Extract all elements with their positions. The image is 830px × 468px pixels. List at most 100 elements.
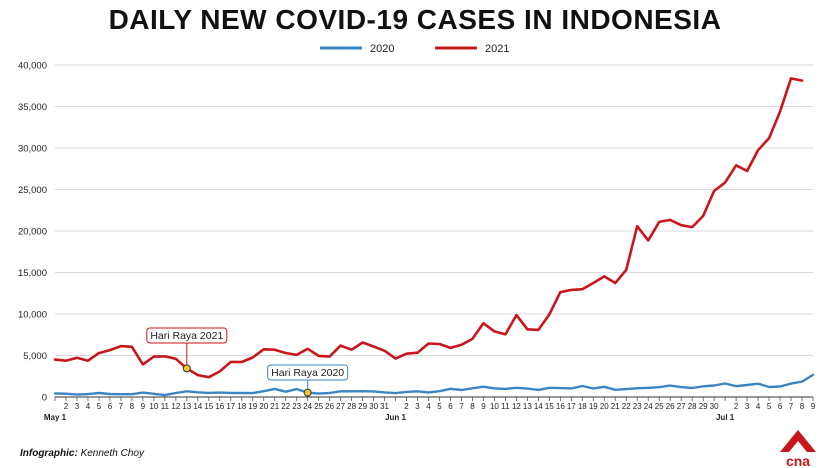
x-tick-label: 9 <box>481 402 486 411</box>
y-tick-label: 35,000 <box>18 102 47 113</box>
credit-line: Infographic: Kenneth Choy <box>20 448 144 459</box>
annotations: Hari Raya 2021 Hari Raya 2020 <box>146 327 349 397</box>
grid-lines <box>55 64 813 356</box>
x-tick-label: 13 <box>523 402 532 411</box>
x-tick-label: 8 <box>130 402 135 411</box>
x-tick-label: 15 <box>545 402 554 411</box>
x-tick-label: 5 <box>97 402 102 411</box>
credit-name: Kenneth Choy <box>80 448 144 459</box>
x-tick-label: 27 <box>677 402 686 411</box>
x-tick-label: 11 <box>161 402 170 411</box>
x-month-label: Jun 1 <box>385 413 406 422</box>
x-tick-label: 4 <box>426 402 431 411</box>
cna-logo-mark <box>780 430 816 452</box>
x-tick-label: 5 <box>767 402 772 411</box>
x-tick-label: 6 <box>778 402 783 411</box>
cna-logo: cna <box>780 430 816 468</box>
annotation-marker <box>303 388 312 397</box>
x-tick-label: 23 <box>633 402 642 411</box>
x-tick-label: 23 <box>292 402 301 411</box>
x-tick-label: 29 <box>699 402 708 411</box>
y-tick-label: 30,000 <box>18 144 47 155</box>
x-tick-label: 12 <box>512 402 521 411</box>
x-tick-label: 30 <box>710 402 719 411</box>
x-tick-label: 18 <box>237 402 246 411</box>
y-tick-label: 40,000 <box>18 61 47 72</box>
x-tick-label: 10 <box>149 402 158 411</box>
y-tick-label: 10,000 <box>18 310 47 321</box>
x-tick-label: 24 <box>303 402 312 411</box>
x-tick-label: 17 <box>226 402 235 411</box>
series-line-2020 <box>53 373 815 397</box>
legend-label-2020: 2020 <box>370 43 394 55</box>
x-tick-label: 7 <box>119 402 124 411</box>
y-tick-label: 5,000 <box>23 351 47 362</box>
x-tick-label: 10 <box>490 402 499 411</box>
x-tick-label: 16 <box>215 402 224 411</box>
x-tick-label: 28 <box>688 402 697 411</box>
annotation-label: Hari Raya 2020 <box>271 367 344 379</box>
x-tick-label: 17 <box>567 402 576 411</box>
x-tick-label: 25 <box>655 402 664 411</box>
x-tick-label: 21 <box>270 402 279 411</box>
x-tick-label: 13 <box>182 402 191 411</box>
x-tick-label: 16 <box>556 402 565 411</box>
x-tick-label: 4 <box>86 402 91 411</box>
x-axis-tick-labels: May 12 3 4 5 6 7 8 9 10 11 12 13 14 15 16 17 18 19 20 21 22 2… <box>44 402 816 422</box>
x-tick-label: 3 <box>75 402 80 411</box>
x-tick-label: 3 <box>745 402 750 411</box>
y-tick-label: 25,000 <box>18 185 47 196</box>
y-tick-label: 20,000 <box>18 227 47 238</box>
x-tick-label: 25 <box>314 402 323 411</box>
x-tick-label: 2 <box>404 402 409 411</box>
x-tick-label: 28 <box>347 402 356 411</box>
x-tick-label: 11 <box>501 402 510 411</box>
x-month-label: May 1 <box>44 413 67 422</box>
series-line-2021 <box>53 77 804 379</box>
axes <box>54 396 814 401</box>
cna-logo-text: cna <box>786 453 810 468</box>
x-tick-label: 8 <box>470 402 475 411</box>
x-tick-label: 22 <box>281 402 290 411</box>
x-tick-label: 9 <box>141 402 146 411</box>
credit-label: Infographic: <box>20 448 78 459</box>
x-tick-label: 14 <box>193 402 202 411</box>
annotation-label: Hari Raya 2021 <box>150 330 223 342</box>
x-tick-label: 6 <box>448 402 453 411</box>
data-series <box>53 77 815 397</box>
x-tick-label: 29 <box>358 402 367 411</box>
legend-label-2021: 2021 <box>485 43 509 55</box>
x-tick-label: 19 <box>589 402 598 411</box>
x-tick-label: 7 <box>789 402 794 411</box>
x-tick-label: 20 <box>600 402 609 411</box>
x-tick-label: 27 <box>336 402 345 411</box>
x-tick-label: 7 <box>459 402 464 411</box>
chart-title: DAILY NEW COVID-19 CASES IN INDONESIA <box>108 4 722 35</box>
x-tick-label: 9 <box>811 402 816 411</box>
x-tick-label: 5 <box>437 402 442 411</box>
x-tick-label: 12 <box>171 402 180 411</box>
x-tick-label: 26 <box>666 402 675 411</box>
x-tick-label: 18 <box>578 402 587 411</box>
x-tick-label: 26 <box>325 402 334 411</box>
x-tick-label: 19 <box>248 402 257 411</box>
y-axis-tick-labels: 0 5,000 10,000 15,000 20,000 25,000 30,000 35,0… <box>18 61 47 404</box>
y-tick-label: 15,000 <box>18 268 47 279</box>
x-month-label: Jul 1 <box>716 413 735 422</box>
annotation-marker <box>182 364 191 373</box>
annotation-box <box>146 327 228 344</box>
x-tick-label: 24 <box>644 402 653 411</box>
x-tick-label: 22 <box>622 402 631 411</box>
x-tick-label: 21 <box>611 402 620 411</box>
legend: 2020 2021 <box>320 43 509 55</box>
x-tick-label: 2 <box>734 402 739 411</box>
x-tick-label: 20 <box>259 402 268 411</box>
x-tick-label: 3 <box>415 402 420 411</box>
x-tick-label: 6 <box>108 402 113 411</box>
x-tick-label: 30 <box>369 402 378 411</box>
x-tick-label: 31 <box>380 402 389 411</box>
y-tick-label: 0 <box>42 393 47 404</box>
x-tick-label: 14 <box>534 402 543 411</box>
x-tick-label: 15 <box>204 402 213 411</box>
